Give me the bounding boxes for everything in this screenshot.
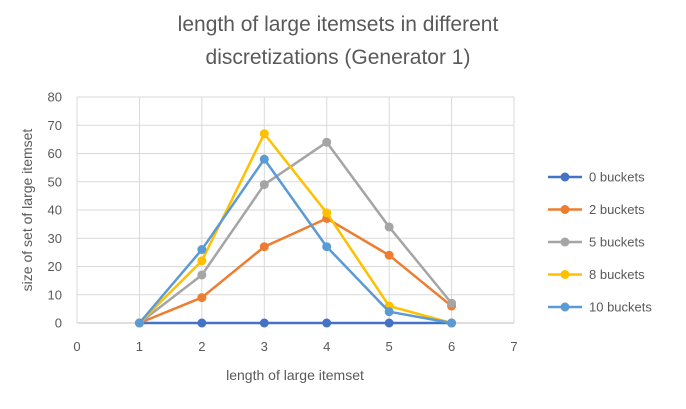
- legend-label: 8 buckets: [589, 267, 645, 282]
- chart-title-line-2: discretizations (Generator 1): [206, 46, 471, 69]
- y-tick-label: 10: [48, 287, 62, 302]
- legend: 0 buckets 2 buckets 5 buckets 8 buckets 10 b…: [548, 170, 652, 315]
- y-tick-label: 40: [48, 203, 62, 218]
- series-line: [138, 132, 452, 325]
- y-tick-label: 30: [48, 231, 62, 246]
- legend-marker: [560, 205, 570, 214]
- y-tick-label: 70: [48, 118, 62, 133]
- data-point: [384, 318, 394, 328]
- series-lines: [134, 129, 457, 328]
- legend-marker: [560, 302, 570, 312]
- legend-label: 2 buckets: [589, 202, 645, 217]
- x-tick-label: 4: [323, 339, 330, 354]
- x-tick-label: 1: [136, 339, 143, 354]
- x-tick-label: 7: [510, 339, 517, 354]
- series-line: [138, 140, 453, 324]
- data-point: [322, 318, 332, 328]
- data-point: [197, 245, 207, 255]
- legend-item: 5 buckets: [548, 235, 645, 250]
- data-point: [197, 318, 207, 328]
- data-point: [322, 137, 332, 147]
- legend-label: 10 buckets: [589, 300, 652, 315]
- data-point: [259, 242, 269, 252]
- series-8-buckets: [134, 129, 457, 328]
- data-point: [384, 250, 394, 260]
- data-point: [447, 318, 457, 328]
- data-point: [197, 256, 207, 266]
- y-axis-label: size of set of large itemset: [19, 129, 35, 292]
- y-tick-label: 60: [48, 146, 62, 161]
- legend-item: 2 buckets: [548, 202, 645, 217]
- x-tick-label: 5: [386, 339, 393, 354]
- x-axis-label: length of large itemset: [226, 367, 364, 383]
- y-tick-label: 0: [55, 316, 62, 331]
- legend-item: 10 buckets: [548, 300, 652, 315]
- x-tick-label: 3: [261, 339, 268, 354]
- x-tick-label: 0: [73, 339, 80, 354]
- y-tick-label: 80: [48, 90, 62, 105]
- gridlines: [76, 96, 515, 324]
- data-point: [322, 208, 332, 218]
- y-tick-label: 20: [48, 259, 62, 274]
- legend-marker: [560, 172, 570, 182]
- legend-label: 5 buckets: [589, 235, 645, 250]
- legend-item: 8 buckets: [548, 267, 645, 282]
- chart-title-line-1: length of large itemsets in different: [178, 13, 499, 36]
- series-0-buckets: [134, 318, 457, 328]
- legend-item: 0 buckets: [548, 170, 645, 185]
- data-point: [384, 222, 394, 232]
- data-point: [259, 154, 269, 164]
- legend-marker: [560, 270, 570, 279]
- y-axis-ticks: 0 10 20 30 40 50 60 70 80: [48, 90, 62, 331]
- x-axis-ticks: 0 1 2 3 4 5 6 7: [73, 339, 517, 354]
- series-line: [138, 157, 452, 325]
- data-point: [134, 318, 144, 328]
- series-line: [138, 217, 453, 325]
- legend-marker: [560, 237, 570, 247]
- x-tick-label: 2: [198, 339, 205, 354]
- legend-label: 0 buckets: [589, 170, 645, 185]
- series-10-buckets: [134, 154, 457, 328]
- data-point: [447, 298, 457, 308]
- data-point: [259, 180, 269, 190]
- data-point: [259, 129, 269, 139]
- y-tick-label: 50: [48, 174, 62, 189]
- x-tick-label: 6: [448, 339, 455, 354]
- data-point: [259, 318, 269, 328]
- data-point: [197, 293, 207, 303]
- data-point: [197, 270, 207, 280]
- data-point: [322, 242, 332, 252]
- data-point: [384, 307, 394, 317]
